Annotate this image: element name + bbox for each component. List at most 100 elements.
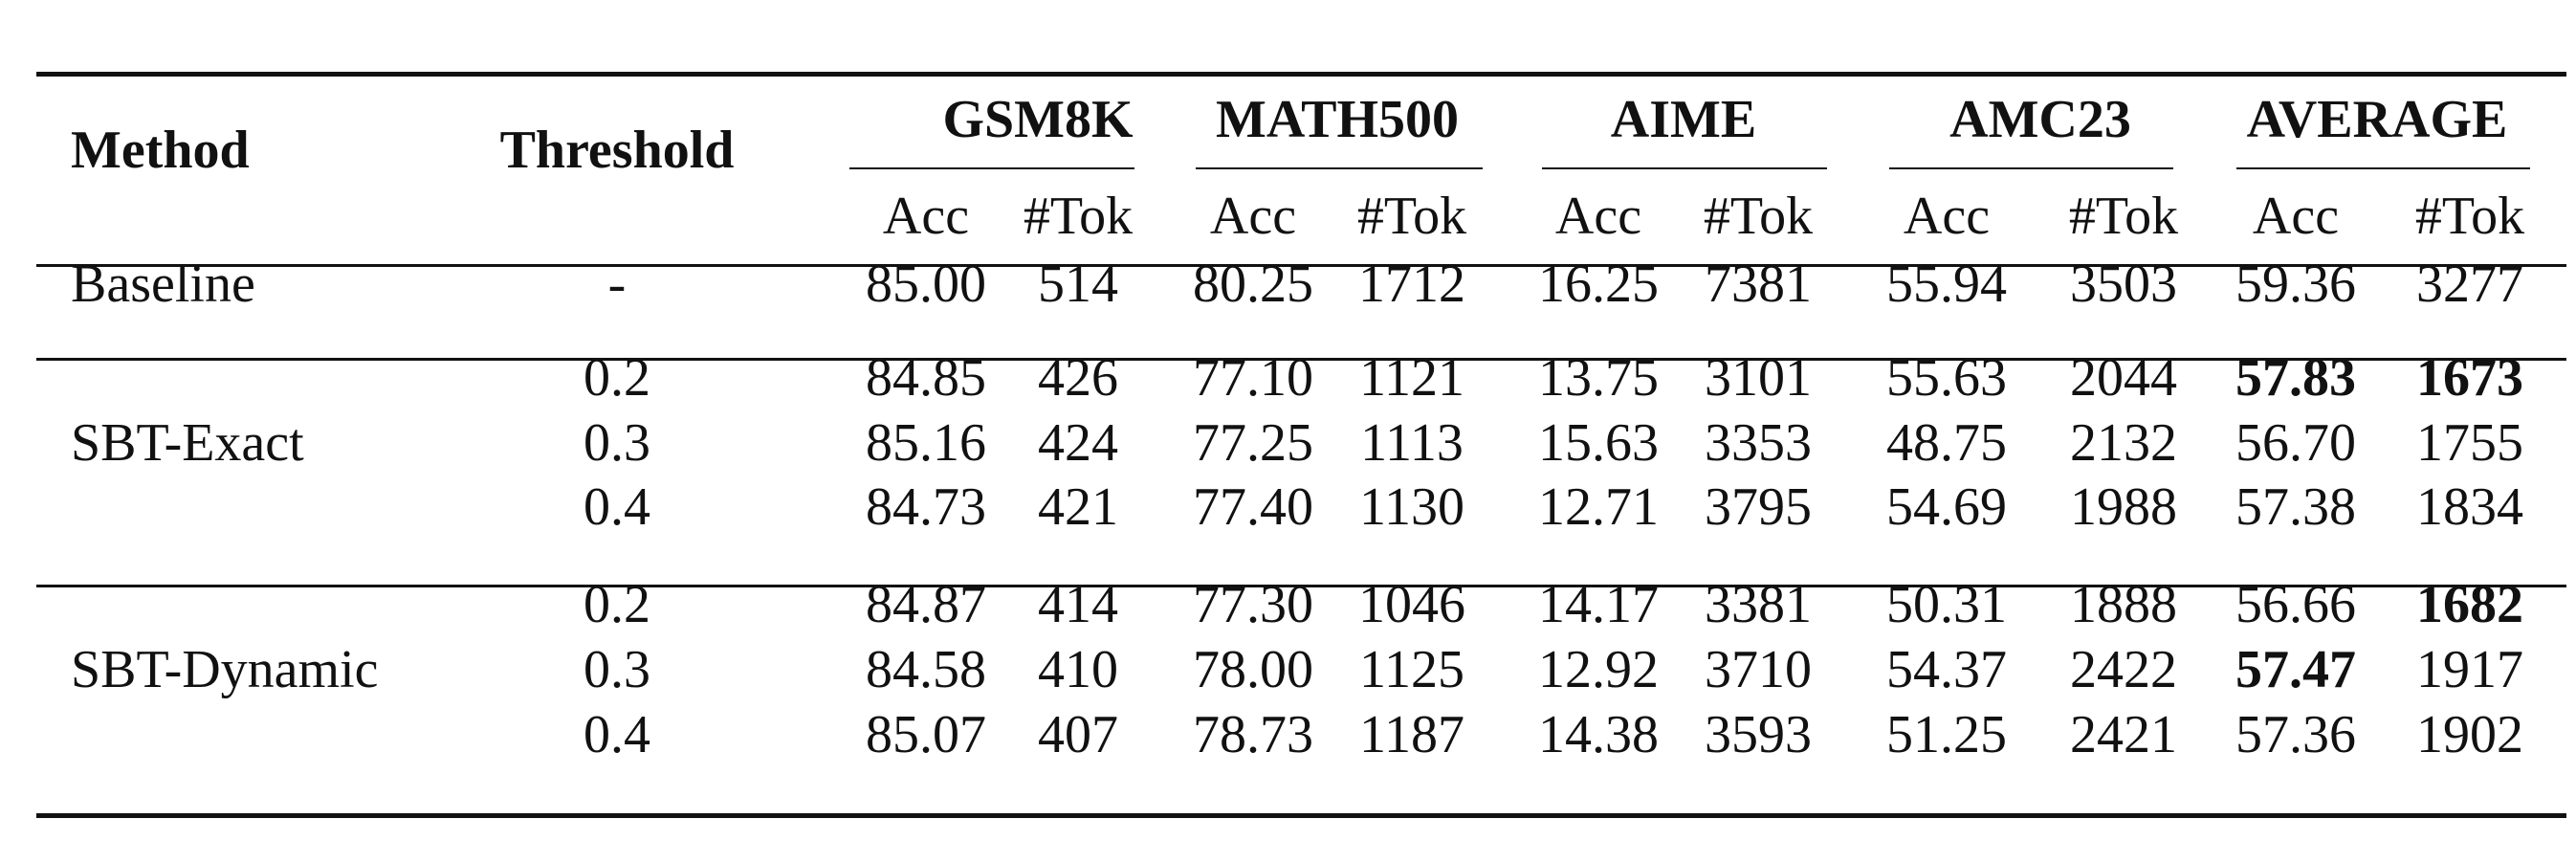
column-group-header: AIME <box>1610 90 1757 149</box>
table-cell: 77.40 <box>1193 477 1313 537</box>
section-rule <box>36 358 2566 361</box>
threshold-cell: 0.2 <box>583 575 650 634</box>
table-cell: 3381 <box>1705 575 1812 634</box>
table-cell: 1673 <box>2416 348 2523 408</box>
table-cell: 57.47 <box>2235 640 2356 699</box>
group-underline <box>1542 167 1827 169</box>
table-cell: 2044 <box>2070 348 2177 408</box>
table-cell: 1113 <box>1360 413 1464 473</box>
table-cell: 56.66 <box>2235 575 2356 634</box>
table-cell: 2422 <box>2070 640 2177 699</box>
table-cell: 84.58 <box>866 640 986 699</box>
table-cell: 421 <box>1038 477 1118 537</box>
table-cell: 50.31 <box>1886 575 2007 634</box>
table-cell: 1888 <box>2070 575 2177 634</box>
bottom-rule <box>36 813 2566 818</box>
header-rule <box>36 264 2566 267</box>
table-cell: 16.25 <box>1538 254 1659 314</box>
table-cell: 407 <box>1038 705 1118 764</box>
column-subheader: Acc <box>2252 187 2340 246</box>
table-cell: 3277 <box>2416 254 2523 314</box>
table-cell: 15.63 <box>1538 413 1659 473</box>
method-label: SBT-Dynamic <box>71 640 379 699</box>
table-cell: 85.16 <box>866 413 986 473</box>
column-group-header: AMC23 <box>1949 90 2131 149</box>
column-subheader: Acc <box>1209 187 1297 246</box>
table-cell: 85.07 <box>866 705 986 764</box>
table-cell: 410 <box>1038 640 1118 699</box>
column-subheader: Acc <box>1903 187 1991 246</box>
table-cell: 85.00 <box>866 254 986 314</box>
threshold-cell: 0.4 <box>583 705 650 764</box>
column-group-header: MATH500 <box>1215 90 1460 149</box>
table-cell: 77.10 <box>1193 348 1313 408</box>
threshold-cell: 0.3 <box>583 640 650 699</box>
table-cell: 1682 <box>2416 575 2523 634</box>
section-rule <box>36 585 2566 587</box>
table-cell: 51.25 <box>1886 705 2007 764</box>
table-cell: 12.92 <box>1538 640 1659 699</box>
table-cell: 1917 <box>2416 640 2523 699</box>
table-cell: 1712 <box>1358 254 1465 314</box>
method-label: Baseline <box>71 254 255 314</box>
table-cell: 414 <box>1038 575 1118 634</box>
table-cell: 12.71 <box>1538 477 1659 537</box>
table-cell: 54.37 <box>1886 640 2007 699</box>
table-cell: 1988 <box>2070 477 2177 537</box>
threshold-header: Threshold <box>499 121 735 180</box>
table-cell: 2132 <box>2070 413 2177 473</box>
column-group-header: AVERAGE <box>2246 90 2508 149</box>
table-cell: 426 <box>1038 348 1118 408</box>
table-cell: 80.25 <box>1193 254 1313 314</box>
group-underline <box>849 167 1134 169</box>
table-cell: 3710 <box>1705 640 1812 699</box>
table-cell: 84.73 <box>866 477 986 537</box>
table-cell: 84.87 <box>866 575 986 634</box>
table-cell: 1130 <box>1359 477 1464 537</box>
table-cell: 84.85 <box>866 348 986 408</box>
group-underline <box>2236 167 2530 169</box>
table-cell: 14.38 <box>1538 705 1659 764</box>
table-cell: 77.30 <box>1193 575 1313 634</box>
threshold-cell: 0.4 <box>583 477 650 537</box>
table-cell: 57.36 <box>2235 705 2356 764</box>
top-rule <box>36 72 2566 77</box>
table-cell: 1121 <box>1359 348 1464 408</box>
table-cell: 55.63 <box>1886 348 2007 408</box>
table-cell: 3503 <box>2070 254 2177 314</box>
column-subheader: #Tok <box>2414 187 2525 246</box>
table-cell: 3795 <box>1705 477 1812 537</box>
table-cell: 59.36 <box>2235 254 2356 314</box>
table-cell: 78.00 <box>1193 640 1313 699</box>
table-cell: 56.70 <box>2235 413 2356 473</box>
table-cell: 3593 <box>1705 705 1812 764</box>
column-subheader: #Tok <box>1023 187 1134 246</box>
table-cell: 14.17 <box>1538 575 1659 634</box>
table-cell: 1046 <box>1358 575 1465 634</box>
table-cell: 3353 <box>1705 413 1812 473</box>
table-cell: 48.75 <box>1886 413 2007 473</box>
table-cell: 514 <box>1038 254 1118 314</box>
column-subheader: Acc <box>1554 187 1642 246</box>
table-cell: 1834 <box>2416 477 2523 537</box>
table-cell: 57.38 <box>2235 477 2356 537</box>
threshold-cell: 0.3 <box>583 413 650 473</box>
table-cell: 7381 <box>1705 254 1812 314</box>
table-cell: 77.25 <box>1193 413 1313 473</box>
table-cell: 3101 <box>1705 348 1812 408</box>
column-group-header: GSM8K <box>942 90 1134 149</box>
table-cell: 57.83 <box>2235 348 2356 408</box>
table-cell: 54.69 <box>1886 477 2007 537</box>
table-cell: 1187 <box>1359 705 1464 764</box>
threshold-cell: 0.2 <box>583 348 650 408</box>
threshold-cell: - <box>607 254 627 314</box>
table-cell: 424 <box>1038 413 1118 473</box>
group-underline <box>1889 167 2173 169</box>
table-cell: 13.75 <box>1538 348 1659 408</box>
table-cell: 1902 <box>2416 705 2523 764</box>
column-subheader: #Tok <box>1356 187 1467 246</box>
table-cell: 78.73 <box>1193 705 1313 764</box>
method-label: SBT-Exact <box>71 413 304 473</box>
table-cell: 1125 <box>1359 640 1464 699</box>
table-cell: 55.94 <box>1886 254 2007 314</box>
